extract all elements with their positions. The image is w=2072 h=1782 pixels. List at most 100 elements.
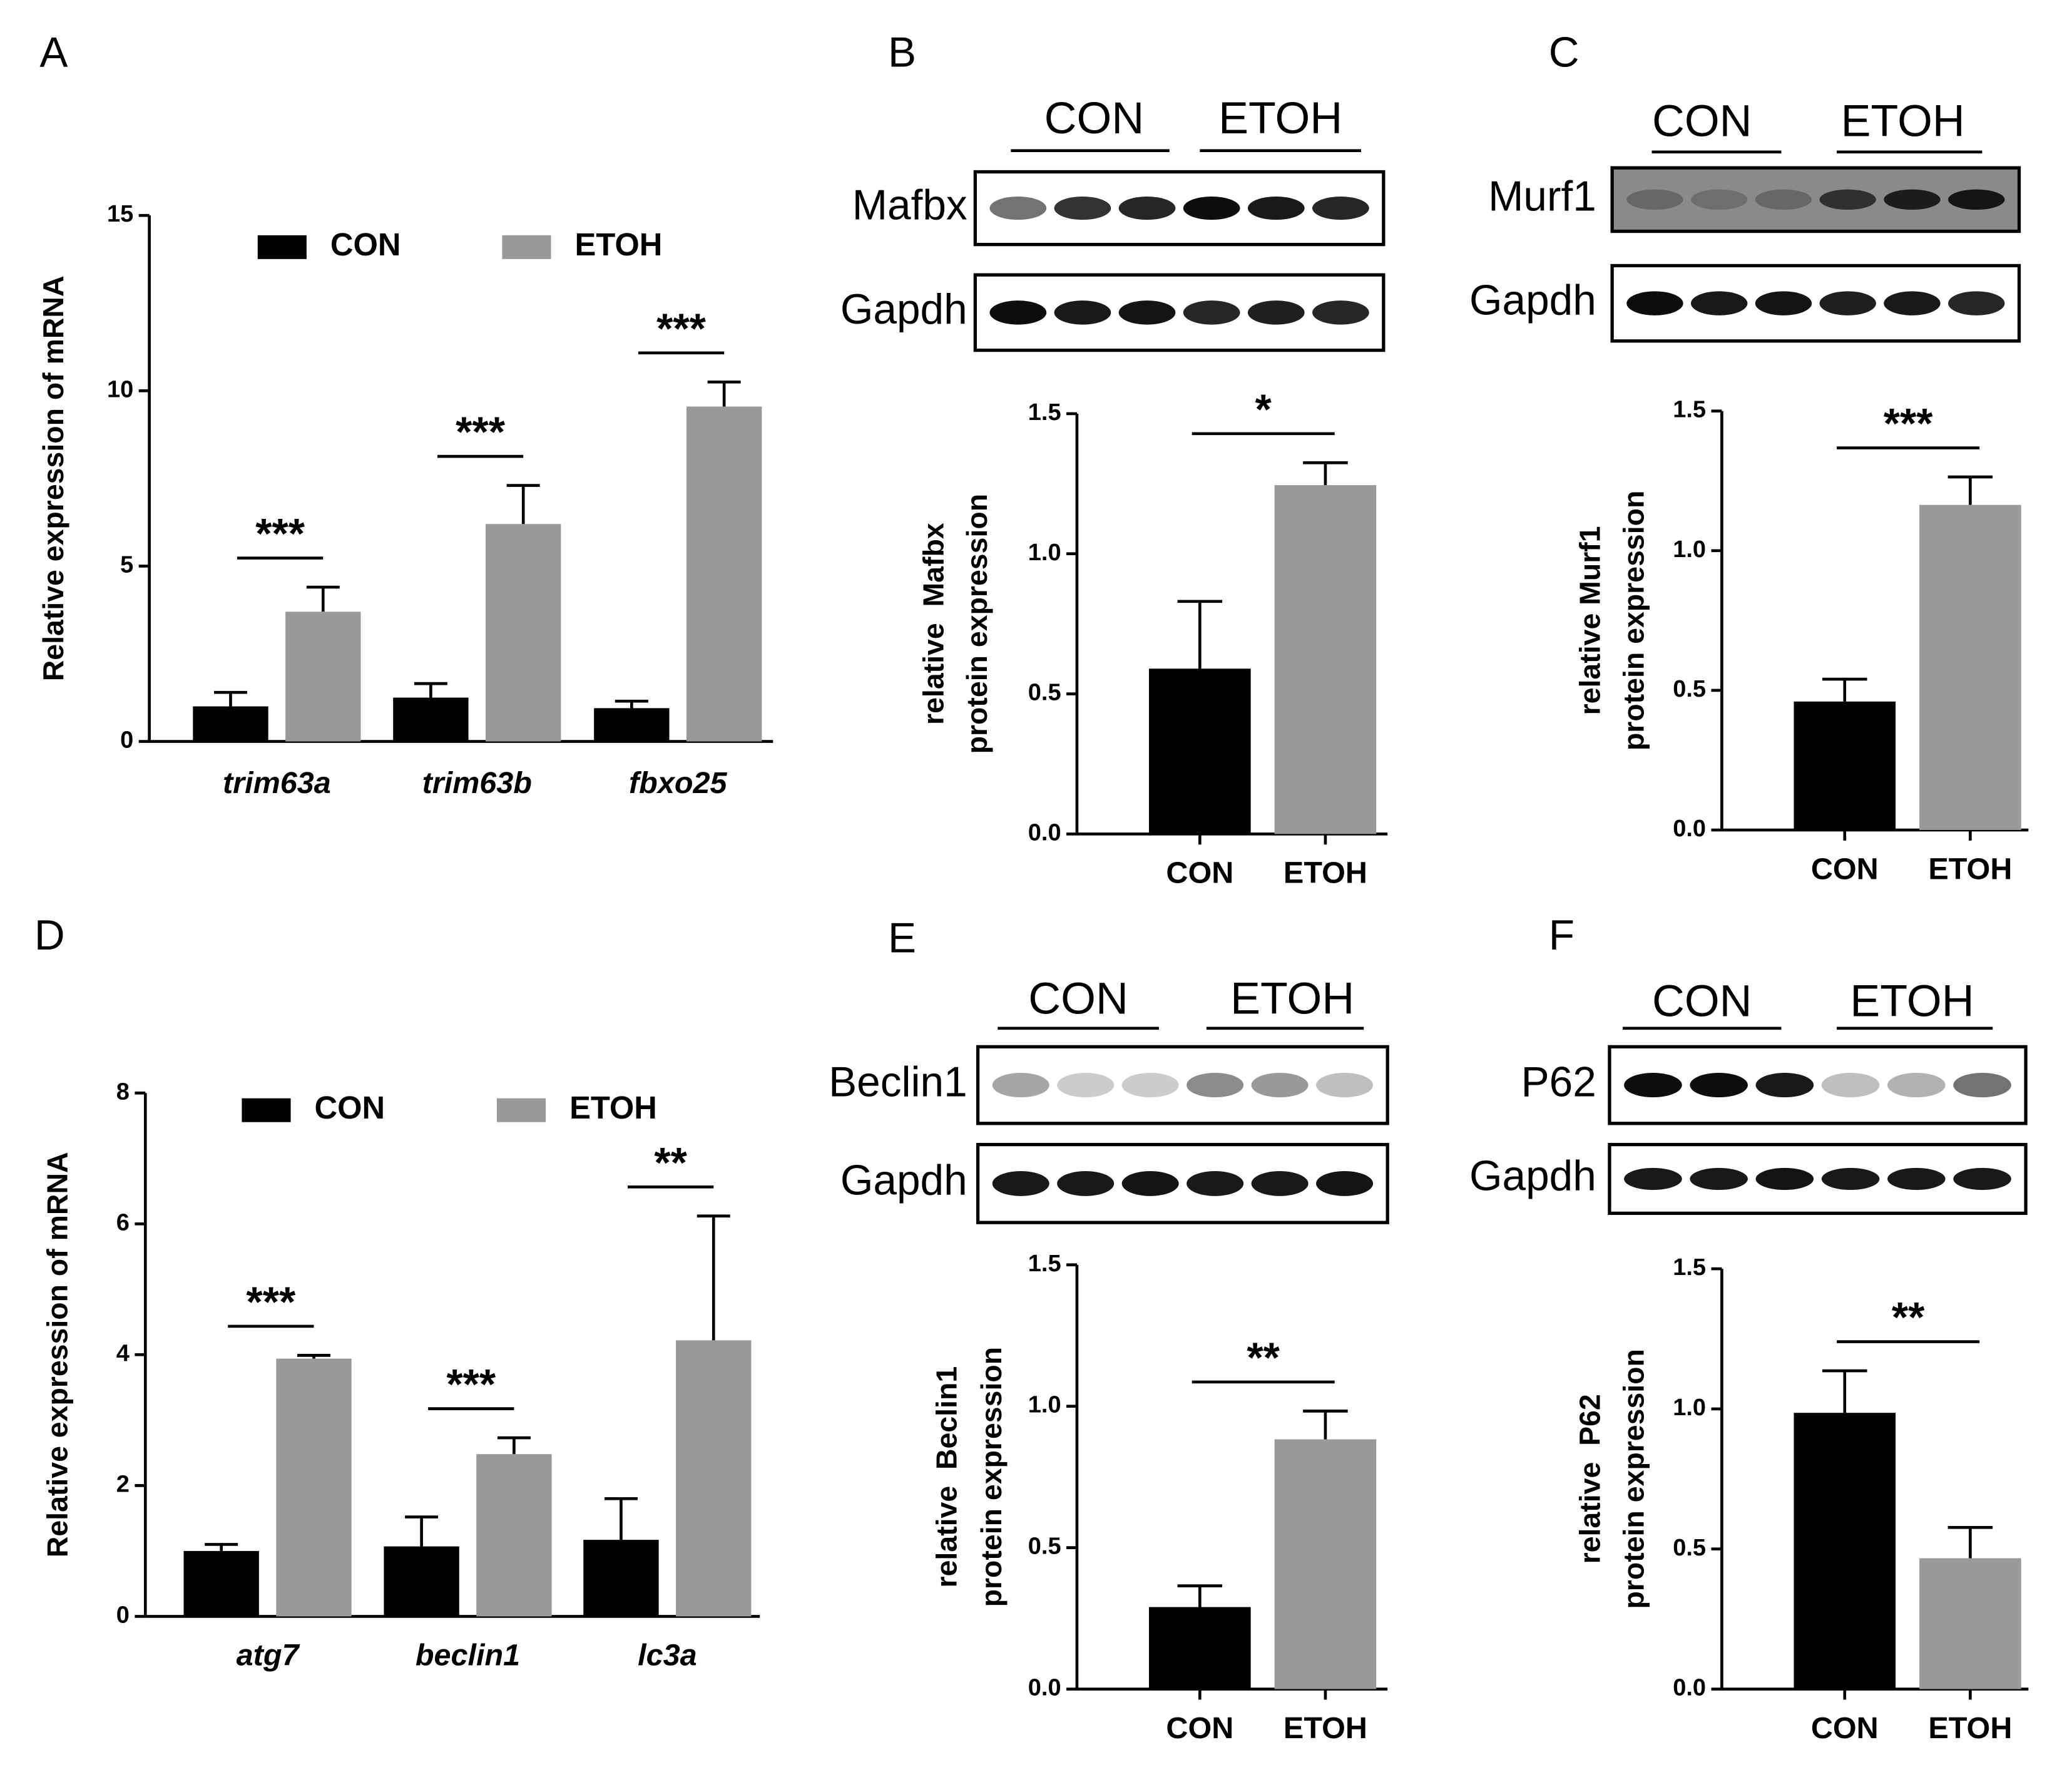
- legend-swatch: [242, 1098, 291, 1122]
- blot-band: [1183, 300, 1240, 325]
- bar: [1274, 485, 1377, 834]
- blot-band: [1624, 1072, 1682, 1098]
- blot-band: [989, 300, 1047, 325]
- x-tick-label: ETOH: [1284, 856, 1367, 890]
- significance-label: **: [1892, 1294, 1925, 1341]
- blot-group-label: CON: [1652, 96, 1752, 146]
- blot-band: [1690, 189, 1748, 210]
- panel-label: A: [39, 29, 68, 76]
- y-tick-label: 1.0: [1028, 540, 1061, 566]
- blot-row-label: P62: [1521, 1058, 1596, 1105]
- y-tick-label: 15: [107, 201, 133, 227]
- y-tick-label: 0.0: [1028, 819, 1061, 846]
- x-tick-label: trim63a: [223, 766, 331, 800]
- y-tick-label: 0.0: [1673, 1675, 1706, 1701]
- bar: [676, 1340, 752, 1617]
- y-tick-label: 1.5: [1673, 1254, 1706, 1281]
- blot-band: [1948, 291, 2005, 315]
- significance-label: ***: [246, 1279, 296, 1326]
- panel-label: C: [1549, 29, 1580, 76]
- blot-band: [1187, 1072, 1244, 1098]
- significance-label: **: [654, 1139, 687, 1186]
- bar: [1919, 1558, 2021, 1689]
- blot-row-label: Gapdh: [840, 1157, 967, 1204]
- y-tick-label: 6: [116, 1209, 130, 1236]
- panel-label: F: [1549, 912, 1574, 959]
- blot-band: [1821, 1072, 1880, 1098]
- x-tick-label: CON: [1811, 1711, 1879, 1745]
- blot-band: [1884, 291, 1941, 315]
- blot-group-label: ETOH: [1230, 974, 1354, 1024]
- blot-row-label: Gapdh: [1469, 1152, 1596, 1199]
- y-tick-label: 1.0: [1028, 1392, 1061, 1418]
- blot-row-label: Gapdh: [1469, 277, 1596, 324]
- panel-label: E: [888, 914, 916, 961]
- blot-band: [1953, 1167, 2011, 1191]
- blot-band: [1626, 189, 1683, 210]
- blot-row-label: Beclin1: [829, 1058, 967, 1105]
- bar: [384, 1546, 459, 1617]
- blot-group-label: CON: [1044, 93, 1145, 143]
- blot-band: [1690, 1072, 1748, 1098]
- y-axis-label: relative Murf1: [1574, 526, 1606, 715]
- y-tick-label: 0: [120, 727, 133, 754]
- blot-band: [1819, 291, 1876, 315]
- blot-band: [1624, 1167, 1682, 1191]
- y-axis-label: Relative expression of mRNA: [37, 276, 69, 682]
- legend-label: ETOH: [575, 227, 663, 262]
- x-tick-label: ETOH: [1928, 1711, 2012, 1745]
- blot-group-label: ETOH: [1841, 96, 1965, 146]
- blot-group-label: CON: [1028, 974, 1128, 1024]
- bar: [594, 708, 670, 742]
- bar: [285, 612, 361, 742]
- x-tick-label: CON: [1166, 1711, 1233, 1745]
- y-tick-label: 1.5: [1028, 1251, 1061, 1277]
- x-tick-label: ETOH: [1928, 852, 2012, 886]
- bar: [1274, 1439, 1377, 1689]
- blot-band: [1316, 1072, 1374, 1098]
- blot-band: [1121, 1170, 1179, 1196]
- bar: [1149, 1607, 1251, 1689]
- bar: [583, 1540, 659, 1617]
- blot-band: [1821, 1167, 1880, 1191]
- y-tick-label: 1.0: [1673, 1395, 1706, 1421]
- y-tick-label: 0.5: [1673, 1535, 1706, 1561]
- blot-band: [1057, 1072, 1115, 1098]
- blot-band: [1884, 189, 1941, 210]
- bar: [486, 524, 561, 742]
- blot-band: [1312, 196, 1369, 220]
- blot-band: [1183, 196, 1240, 220]
- y-axis-label: relative Beclin1: [930, 1366, 962, 1588]
- blot-band: [1316, 1170, 1374, 1196]
- y-tick-label: 4: [116, 1340, 130, 1366]
- blot-group-label: CON: [1652, 976, 1752, 1027]
- x-tick-label: lc3a: [638, 1639, 697, 1672]
- significance-label: *: [1255, 386, 1272, 433]
- x-tick-label: fbxo25: [629, 766, 727, 800]
- y-tick-label: 10: [107, 376, 133, 402]
- legend-swatch: [502, 235, 551, 259]
- y-axis-label: relative Mafbx: [917, 523, 949, 725]
- bar: [1919, 504, 2021, 831]
- blot-row-label: Gapdh: [840, 286, 967, 333]
- bar: [183, 1550, 259, 1617]
- y-tick-label: 0.5: [1028, 680, 1061, 706]
- blot-band: [1247, 300, 1305, 325]
- blot-band: [1187, 1170, 1244, 1196]
- blot-band: [1887, 1072, 1946, 1098]
- x-tick-label: beclin1: [416, 1639, 520, 1672]
- y-tick-label: 1.5: [1673, 397, 1706, 423]
- bar: [686, 406, 762, 742]
- blot-band: [1690, 1167, 1748, 1191]
- significance-label: **: [1247, 1334, 1280, 1381]
- significance-label: ***: [656, 305, 707, 352]
- y-tick-label: 1.0: [1673, 536, 1706, 563]
- blot-box: [976, 1045, 1389, 1125]
- blot-band: [1819, 189, 1876, 210]
- blot-band: [1057, 1170, 1115, 1196]
- legend-label: CON: [315, 1090, 385, 1125]
- blot-group-label: ETOH: [1218, 93, 1342, 143]
- y-axis-label: protein expression: [961, 494, 993, 754]
- x-tick-label: atg7: [237, 1639, 300, 1672]
- bar: [1794, 701, 1896, 831]
